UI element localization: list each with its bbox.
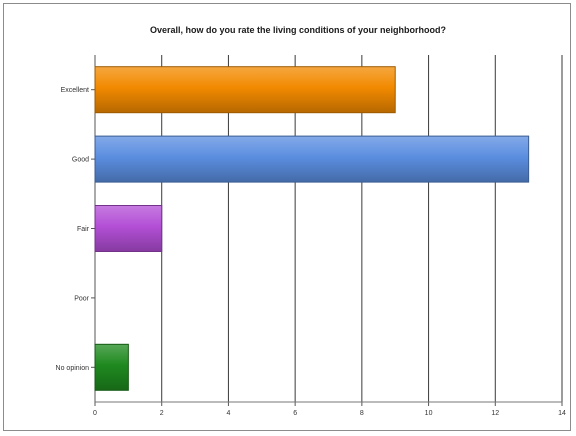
chart-title: Overall, how do you rate the living cond… <box>150 25 446 35</box>
bar-no-opinion <box>94 343 129 391</box>
x-tick-label: 4 <box>226 410 230 417</box>
category-label: Fair <box>77 226 90 233</box>
bar-excellent <box>94 66 396 114</box>
x-tick-label: 12 <box>491 410 499 417</box>
x-tick-label: 2 <box>160 410 164 417</box>
x-tick-label: 14 <box>558 410 566 417</box>
x-tick-label: 8 <box>360 410 364 417</box>
bar-fair <box>94 205 163 252</box>
x-tick-label: 6 <box>293 410 297 417</box>
labels: 0 2 4 6 8 10 12 14 Excellent Good Fair Poor No opini… <box>56 87 566 417</box>
category-label: Excellent <box>61 87 89 94</box>
bars <box>94 66 530 391</box>
x-tick-label: 0 <box>93 410 97 417</box>
x-tick-label: 10 <box>425 410 433 417</box>
bar-good <box>94 135 530 183</box>
category-label: Poor <box>74 295 89 302</box>
category-label: Good <box>72 157 89 164</box>
category-label: No opinion <box>56 365 90 372</box>
